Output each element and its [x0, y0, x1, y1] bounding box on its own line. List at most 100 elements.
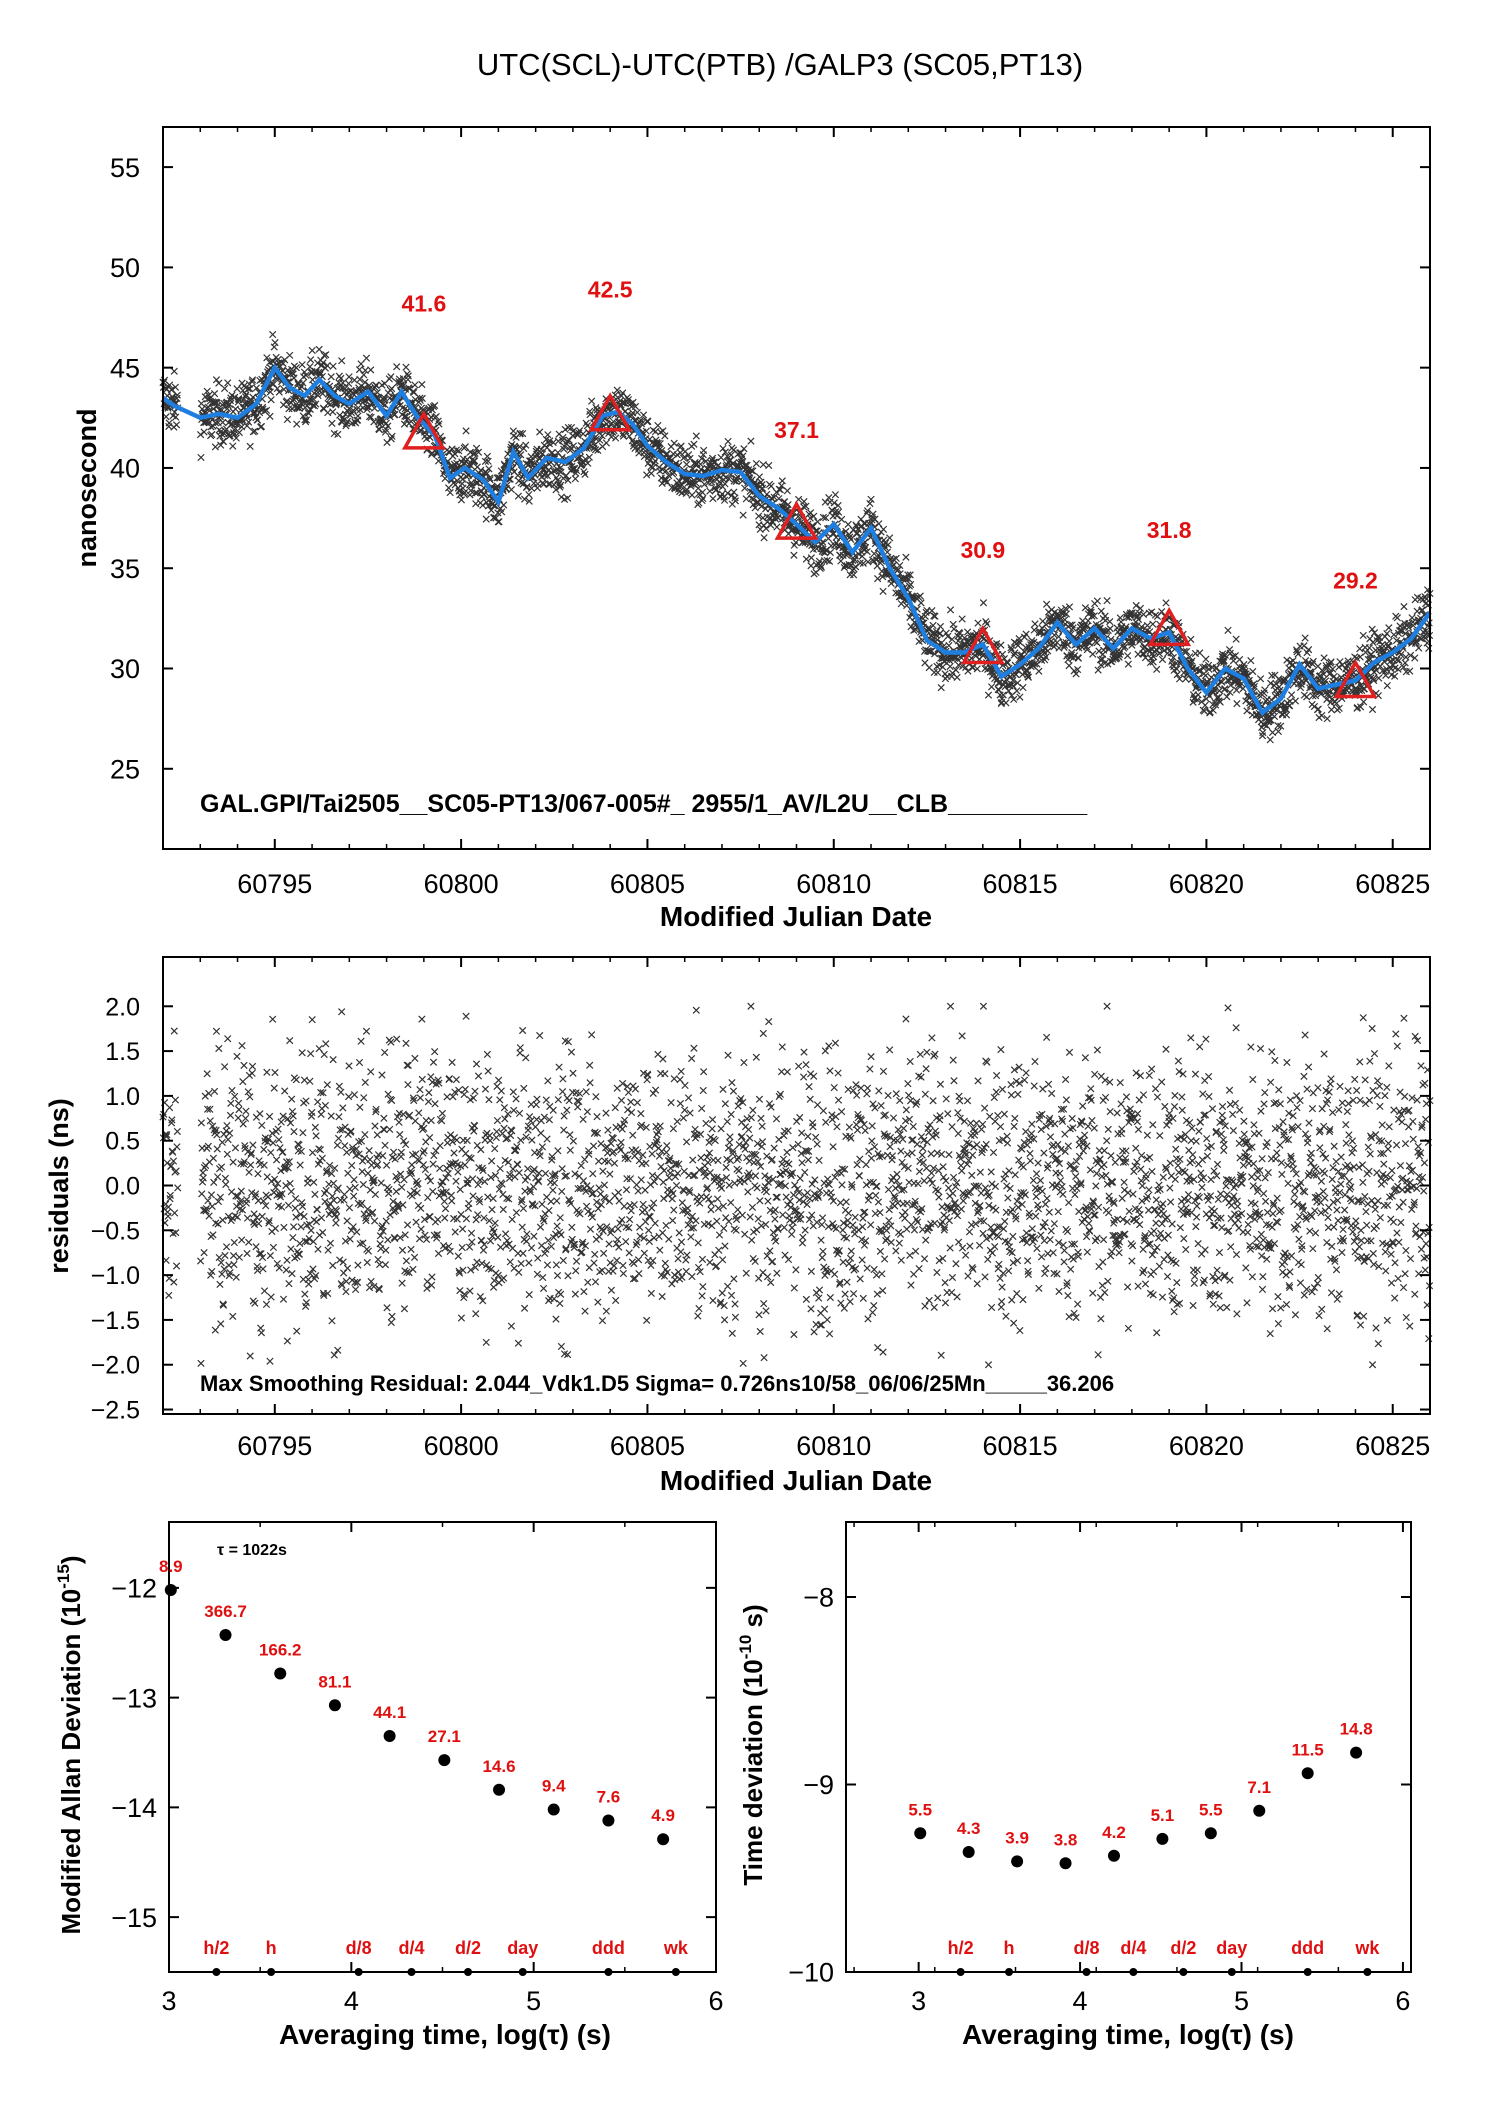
main-data-point	[554, 437, 562, 445]
residual-point	[242, 1107, 250, 1115]
main-data-point	[461, 459, 469, 468]
residual-point	[718, 1289, 726, 1297]
residual-point	[579, 1115, 587, 1123]
main-data-point	[305, 409, 313, 418]
residual-point	[429, 1058, 438, 1066]
residual-point	[214, 1173, 222, 1181]
main-data-point	[251, 427, 259, 435]
main-data-point	[262, 406, 271, 415]
main-data-point	[468, 481, 476, 489]
residual-point	[411, 1054, 419, 1063]
main-data-point	[322, 351, 330, 359]
residual-point	[404, 1081, 412, 1089]
main-data-point	[1158, 655, 1167, 664]
residual-point	[319, 1228, 327, 1237]
residual-point	[700, 1068, 708, 1076]
main-data-point	[302, 416, 311, 424]
residual-point	[645, 1237, 654, 1246]
residual-point	[484, 1193, 492, 1201]
residual-point	[258, 1212, 266, 1221]
main-data-point	[917, 599, 925, 607]
residual-point	[519, 1204, 528, 1213]
residual-point	[457, 1314, 466, 1322]
main-data-point	[948, 635, 956, 643]
residual-point	[343, 1264, 352, 1272]
main-data-point	[253, 416, 262, 424]
main-data-point	[401, 412, 409, 420]
residual-point	[314, 1098, 322, 1106]
residual-point	[715, 1246, 723, 1254]
residual-point	[726, 1133, 734, 1141]
residual-point	[635, 1270, 643, 1278]
residual-point	[308, 1148, 317, 1157]
main-data-point	[462, 427, 470, 435]
residual-point	[698, 1104, 706, 1113]
residual-point	[709, 1296, 717, 1305]
residual-point	[625, 1249, 633, 1257]
main-data-point	[1123, 652, 1132, 660]
main-data-point	[1149, 620, 1157, 628]
residual-point	[489, 1194, 497, 1203]
residual-point	[350, 1091, 359, 1099]
residual-point	[441, 1214, 449, 1222]
main-data-point	[802, 555, 810, 563]
residual-point	[767, 1278, 775, 1287]
residual-point	[825, 1330, 834, 1338]
residual-point	[723, 1117, 731, 1126]
main-data-point	[520, 444, 528, 453]
main-data-point	[299, 379, 307, 387]
residual-point	[668, 1280, 676, 1288]
main-data-point	[1162, 599, 1170, 607]
residual-point	[689, 1156, 697, 1164]
residual-point	[373, 1131, 381, 1139]
residual-point	[392, 1187, 400, 1196]
residual-point	[238, 1042, 246, 1050]
residual-point	[804, 1132, 812, 1141]
residual-point	[393, 1035, 401, 1043]
main-data-point	[486, 476, 494, 484]
main-data-point	[283, 415, 292, 424]
main-data-point	[336, 411, 344, 419]
residual-point	[417, 1204, 425, 1213]
residual-point	[434, 1249, 443, 1258]
residual-point	[436, 1142, 444, 1150]
main-data-point	[1356, 645, 1364, 653]
residual-point	[678, 1273, 686, 1281]
residual-point	[717, 1125, 725, 1133]
main-data-point	[946, 606, 955, 614]
main-data-point	[393, 363, 401, 371]
residual-point	[199, 1174, 207, 1182]
main-x-axis-label: Modified Julian Date	[660, 901, 932, 932]
residual-point	[171, 1209, 179, 1217]
residual-point	[790, 1330, 798, 1339]
residual-point	[170, 1027, 178, 1035]
main-data-point	[847, 535, 855, 543]
main-data-point	[200, 428, 208, 436]
residual-point	[669, 1216, 677, 1225]
residual-point	[504, 1158, 512, 1166]
main-data-point	[583, 422, 591, 430]
main-data-point	[197, 453, 205, 462]
residual-point	[537, 1129, 545, 1137]
residual-point	[516, 1044, 524, 1052]
residual-point	[770, 1144, 778, 1152]
main-data-point	[293, 420, 301, 428]
main-data-point	[373, 388, 381, 397]
main-data-point	[402, 363, 410, 371]
residual-point	[809, 1123, 817, 1131]
residual-point	[796, 1113, 804, 1122]
residual-point	[446, 1131, 455, 1139]
residual-point	[360, 1154, 369, 1162]
residual-point	[610, 1159, 619, 1167]
main-data-point	[807, 554, 816, 562]
residual-point	[389, 1148, 398, 1156]
main-data-point	[1153, 665, 1161, 674]
main-data-point	[299, 412, 307, 420]
residual-point	[219, 1216, 227, 1224]
residual-point	[304, 1175, 312, 1183]
residual-point	[203, 1070, 211, 1078]
residual-point	[381, 1261, 390, 1269]
main-data-point	[591, 446, 600, 454]
residual-point	[677, 1238, 686, 1246]
residual-point	[232, 1273, 240, 1281]
